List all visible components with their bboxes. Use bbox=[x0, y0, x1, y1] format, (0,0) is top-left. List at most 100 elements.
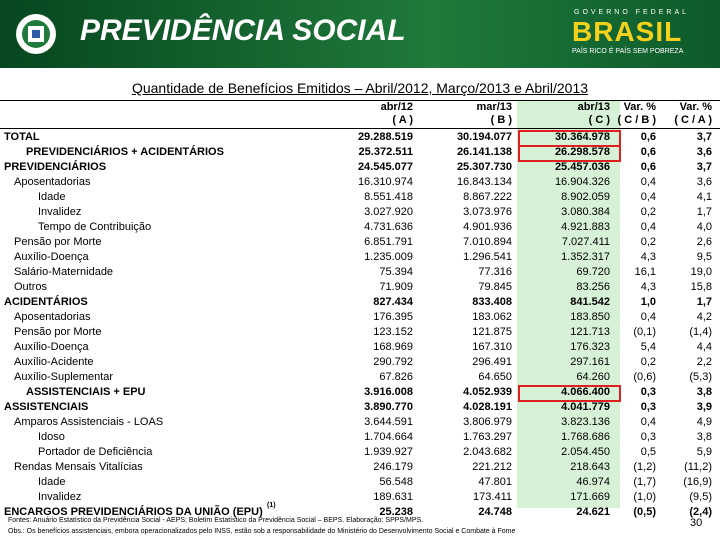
cell-value: 26.141.138 bbox=[456, 146, 512, 158]
cell-value: 1.768.686 bbox=[561, 431, 610, 443]
row-label: Auxílio-Doença bbox=[14, 251, 89, 263]
rule bbox=[0, 100, 720, 101]
cell-value: 46.974 bbox=[576, 476, 610, 488]
cell-value: 221.212 bbox=[472, 461, 512, 473]
cell-value: 176.323 bbox=[570, 341, 610, 353]
cell-value: (0,6) bbox=[633, 371, 656, 383]
page-number: 30 bbox=[690, 517, 703, 529]
slogan: PAÍS RICO É PAÍS SEM POBREZA bbox=[572, 48, 684, 55]
cell-value: 1.939.927 bbox=[364, 446, 413, 458]
highlight-box bbox=[518, 145, 621, 162]
cell-value: 19,0 bbox=[690, 266, 712, 278]
cell-value: 8.902.059 bbox=[561, 191, 610, 203]
row-label: PREVIDENCIÁRIOS bbox=[4, 161, 107, 173]
row-label: TOTAL bbox=[4, 131, 40, 143]
cell-value: 3,6 bbox=[696, 176, 712, 188]
cell-value: 79.845 bbox=[478, 281, 512, 293]
cell-value: (0,5) bbox=[633, 506, 656, 518]
logo-icon bbox=[16, 14, 56, 54]
cell-value: 25.307.730 bbox=[456, 161, 512, 173]
cell-value: 841.542 bbox=[570, 296, 610, 308]
cell-value: 1.352.317 bbox=[561, 251, 610, 263]
brand: BRASIL bbox=[572, 16, 683, 47]
cell-value: 3.073.976 bbox=[463, 206, 512, 218]
cell-value: 1,0 bbox=[640, 296, 656, 308]
cell-value: 30.194.077 bbox=[456, 131, 512, 143]
cell-value: 3.823.136 bbox=[561, 416, 610, 428]
row-label: Idade bbox=[38, 476, 66, 488]
sources: Fontes: Anuário Estatístico da Previdênc… bbox=[8, 517, 424, 524]
brand-top: GOVERNO FEDERAL bbox=[574, 9, 690, 16]
row-label: Auxílio-Acidente bbox=[14, 356, 94, 368]
note-marker: (1) bbox=[267, 502, 276, 509]
cell-value: 0,3 bbox=[640, 431, 656, 443]
cell-value: 297.161 bbox=[570, 356, 610, 368]
column-header: abr/13 bbox=[577, 101, 610, 113]
logo-text: PREVIDÊNCIA SOCIAL bbox=[80, 14, 406, 47]
cell-value: 0,4 bbox=[640, 191, 656, 203]
row-label: Outros bbox=[14, 281, 48, 293]
cell-value: 4,1 bbox=[696, 191, 712, 203]
cell-value: 3.806.979 bbox=[463, 416, 512, 428]
cell-value: 0,2 bbox=[640, 356, 656, 368]
row-label: Idade bbox=[38, 191, 66, 203]
column-header: ( A ) bbox=[392, 114, 413, 126]
cell-value: 4.041.779 bbox=[561, 401, 610, 413]
cell-value: (2,4) bbox=[689, 506, 712, 518]
title: Quantidade de Benefícios Emitidos – Abri… bbox=[131, 80, 589, 96]
cell-value: 218.643 bbox=[570, 461, 610, 473]
row-label: Salário-Maternidade bbox=[14, 266, 114, 278]
row-label: Pensão por Morte bbox=[14, 326, 102, 338]
cell-value: 121.713 bbox=[570, 326, 610, 338]
cell-value: 4.901.936 bbox=[463, 221, 512, 233]
cell-value: 71.909 bbox=[379, 281, 413, 293]
column-header: Var. % bbox=[623, 101, 656, 113]
cell-value: 9,5 bbox=[696, 251, 712, 263]
cell-value: 77.316 bbox=[478, 266, 512, 278]
cell-value: 0,5 bbox=[640, 446, 656, 458]
cell-value: (5,3) bbox=[689, 371, 712, 383]
cell-value: 246.179 bbox=[373, 461, 413, 473]
cell-value: 1.235.009 bbox=[364, 251, 413, 263]
cell-value: 16.310.974 bbox=[357, 176, 413, 188]
cell-value: 56.548 bbox=[379, 476, 413, 488]
cell-value: 290.792 bbox=[373, 356, 413, 368]
cell-value: (0,1) bbox=[633, 326, 656, 338]
cell-value: 25.372.511 bbox=[358, 146, 413, 158]
row-label: Amparos Assistenciais - LOAS bbox=[14, 416, 164, 428]
cell-value: 0,4 bbox=[640, 221, 656, 233]
cell-value: 0,2 bbox=[640, 206, 656, 218]
cell-value: 75.394 bbox=[379, 266, 413, 278]
cell-value: 4,9 bbox=[696, 416, 712, 428]
cell-value: 8.867.222 bbox=[463, 191, 512, 203]
cell-value: 833.408 bbox=[472, 296, 512, 308]
cell-value: 4,3 bbox=[640, 281, 656, 293]
cell-value: 827.434 bbox=[373, 296, 413, 308]
cell-value: 3,7 bbox=[696, 161, 712, 173]
cell-value: 24.748 bbox=[478, 506, 512, 518]
cell-value: 123.152 bbox=[373, 326, 413, 338]
cell-value: 24.621 bbox=[576, 506, 610, 518]
cell-value: 0,3 bbox=[640, 401, 656, 413]
cell-value: 1.763.297 bbox=[463, 431, 512, 443]
cell-value: 1,7 bbox=[696, 206, 712, 218]
cell-value: 3.916.008 bbox=[364, 386, 413, 398]
cell-value: 0,2 bbox=[640, 236, 656, 248]
cell-value: (1,7) bbox=[633, 476, 656, 488]
cell-value: 3.027.920 bbox=[364, 206, 413, 218]
cell-value: 47.801 bbox=[478, 476, 512, 488]
cell-value: 2.054.450 bbox=[561, 446, 610, 458]
row-label: Rendas Mensais Vitalícias bbox=[14, 461, 143, 473]
highlight-box bbox=[518, 385, 621, 402]
row-label: Invalidez bbox=[38, 491, 82, 503]
row-label: Auxílio-Suplementar bbox=[14, 371, 114, 383]
column-header: ( C ) bbox=[588, 114, 610, 126]
cell-value: 0,4 bbox=[640, 311, 656, 323]
cell-value: 0,4 bbox=[640, 416, 656, 428]
cell-value: 4.028.191 bbox=[463, 401, 512, 413]
column-header: ( C / A ) bbox=[674, 114, 712, 126]
cell-value: 4,4 bbox=[696, 341, 712, 353]
cell-value: 3,8 bbox=[696, 386, 712, 398]
cell-value: 29.288.519 bbox=[357, 131, 413, 143]
row-label: Idoso bbox=[38, 431, 65, 443]
